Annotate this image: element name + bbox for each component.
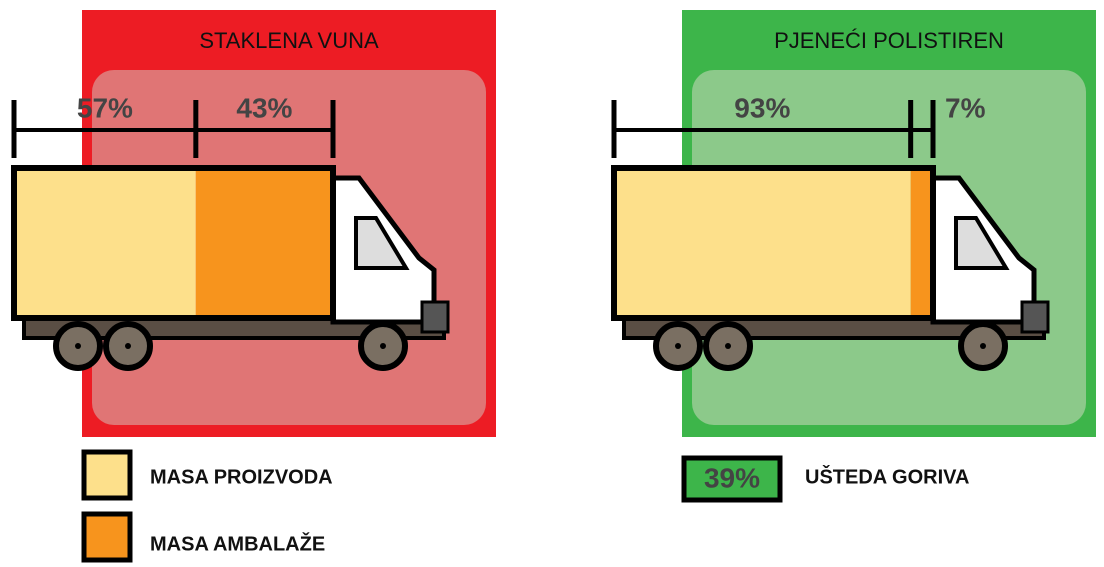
savings-text: UŠTEDA GORIVA: [805, 464, 969, 488]
hub: [675, 343, 681, 349]
percent-label: 57%: [77, 92, 133, 123]
legend-label: MASA AMBALAŽE: [150, 531, 325, 555]
hub: [980, 343, 986, 349]
cargo-segment: [911, 168, 933, 318]
infographic: STAKLENA VUNA 57% 43% PJENEĆI POLISTIREN 93%…: [0, 0, 1104, 567]
percent-label: 43%: [236, 92, 292, 123]
percent-label: 7%: [945, 92, 986, 123]
hub: [75, 343, 81, 349]
savings-label: 39%: [704, 462, 760, 493]
cargo-segment: [196, 168, 333, 318]
cargo-segment: [14, 168, 196, 318]
percent-label: 93%: [734, 92, 790, 123]
hub: [380, 343, 386, 349]
cargo-segment: [614, 168, 911, 318]
panel-title: PJENEĆI POLISTIREN: [774, 28, 1004, 53]
legend: MASA PROIZVODA MASA AMBALAŽE UŠTEDA GORI…: [150, 464, 969, 555]
bumper: [422, 302, 448, 332]
hub: [125, 343, 131, 349]
legend-swatch: [84, 514, 130, 560]
panel-title: STAKLENA VUNA: [199, 28, 379, 53]
legend-label: MASA PROIZVODA: [150, 466, 333, 488]
hub: [725, 343, 731, 349]
bumper: [1022, 302, 1048, 332]
legend-swatch: [84, 452, 130, 498]
